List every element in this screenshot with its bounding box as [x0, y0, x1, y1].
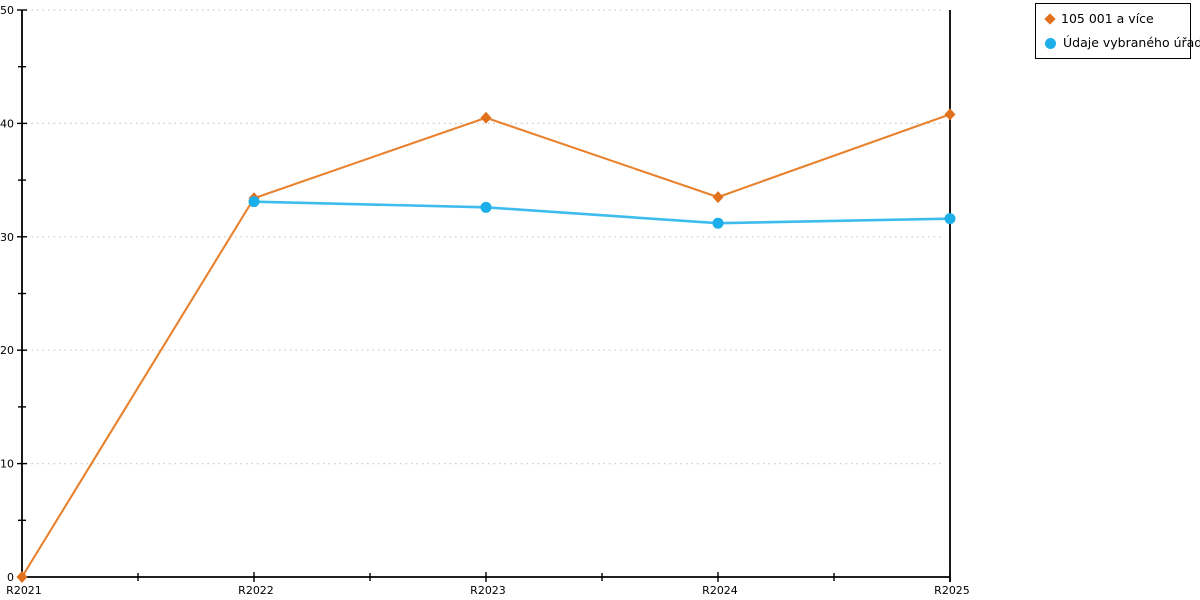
data-point-diamond — [712, 191, 724, 204]
legend-item-105001-a-vice: 105 001 a více — [1044, 11, 1184, 26]
legend-label: Údaje vybraného úřadu — [1063, 35, 1200, 50]
data-point-diamond — [480, 111, 492, 124]
data-point-circle — [712, 217, 724, 229]
x-tick-label: R2022 — [238, 584, 274, 597]
ticks — [17, 9, 951, 582]
y-tick-label: 0 — [7, 571, 14, 584]
x-tick-label: R2023 — [470, 584, 506, 597]
gridlines — [26, 9, 944, 465]
data-point-diamond — [16, 571, 28, 583]
y-tick-label: 50 — [0, 4, 14, 17]
data-point-diamond — [944, 108, 956, 121]
legend-item-udaje-vybraneho-uradu: Údaje vybraného úřadu — [1045, 36, 1200, 50]
legend-label: 105 001 a více — [1061, 11, 1154, 26]
y-tick-labels: 0 10 20 30 40 50 — [0, 4, 14, 584]
legend: 105 001 a více Údaje vybraného úřadu — [1035, 3, 1200, 59]
diamond-marker-icon — [1044, 13, 1056, 25]
y-tick-label: 10 — [0, 458, 14, 471]
x-tick-labels: R2021 R2022 R2023 R2024 R2025 — [6, 584, 970, 597]
data-point-circle — [248, 196, 260, 208]
series-line — [20, 113, 952, 579]
x-tick-label: R2025 — [934, 584, 970, 597]
x-tick-label: R2024 — [702, 584, 738, 597]
data-point-circle — [480, 201, 492, 213]
y-tick-label: 20 — [0, 344, 14, 357]
circle-marker-icon — [1045, 37, 1056, 49]
y-tick-label: 30 — [0, 231, 14, 244]
series-line — [252, 200, 952, 225]
axes — [21, 10, 951, 582]
series-0 — [16, 108, 956, 583]
y-tick-label: 40 — [0, 117, 14, 130]
series-1 — [248, 196, 956, 229]
x-tick-label: R2021 — [6, 584, 42, 597]
data-point-circle — [944, 213, 956, 225]
